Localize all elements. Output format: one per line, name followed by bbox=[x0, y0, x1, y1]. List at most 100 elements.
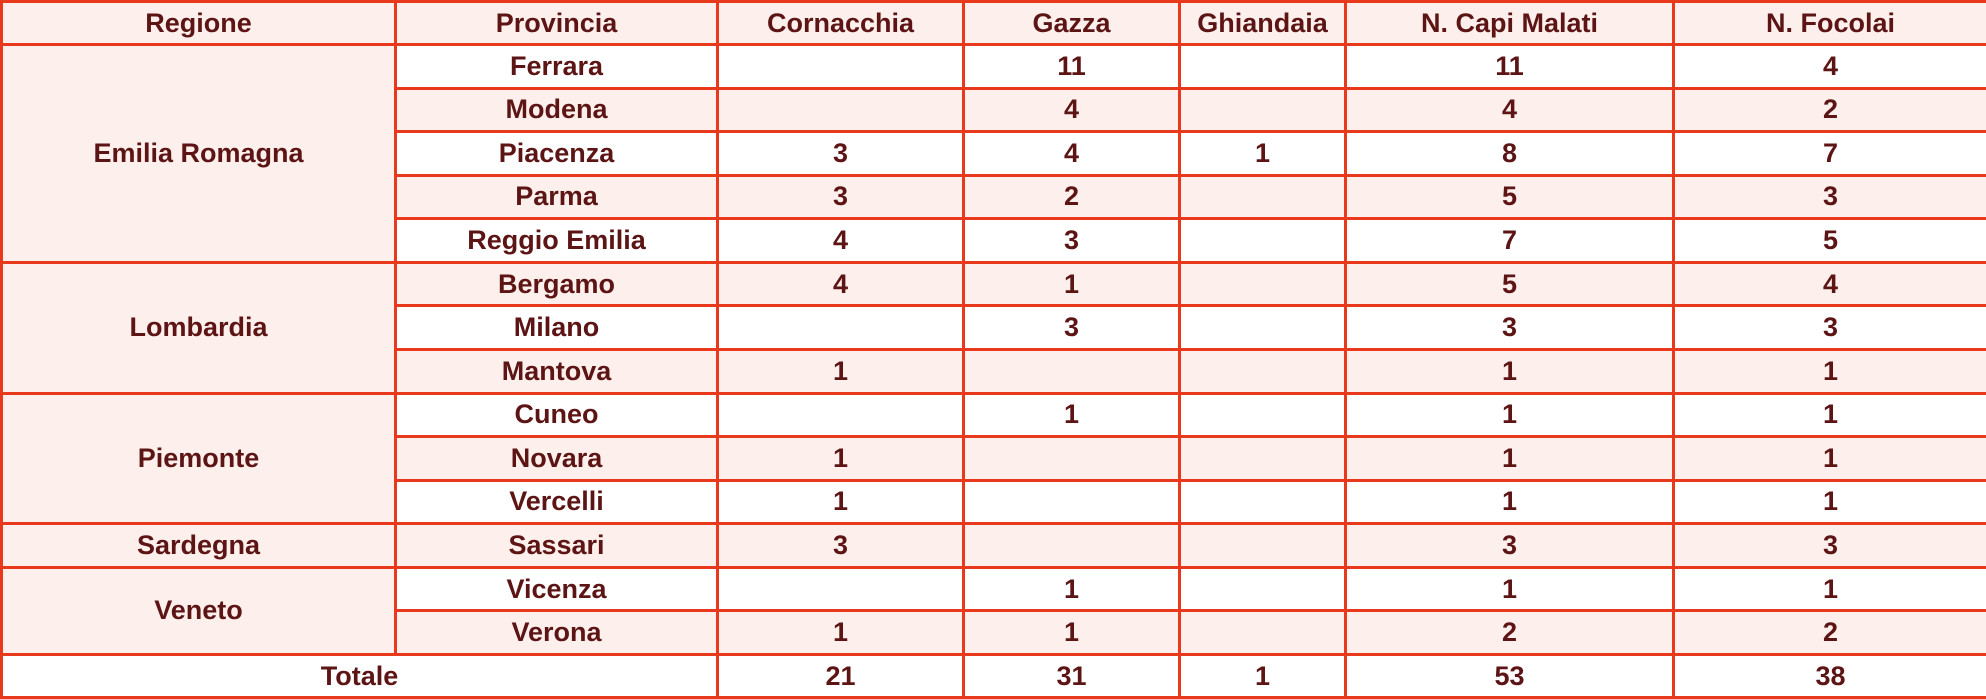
cell-focolai: 1 bbox=[1672, 565, 1986, 613]
header-provincia: Provincia bbox=[394, 0, 719, 46]
cell-gazza: 4 bbox=[962, 86, 1181, 134]
cell-ghiandaia bbox=[1178, 391, 1347, 439]
cell-provincia: Reggio Emilia bbox=[394, 217, 719, 264]
cell-provincia: Piacenza bbox=[394, 130, 719, 177]
cell-gazza: 1 bbox=[962, 565, 1181, 613]
cell-gazza: 1 bbox=[962, 260, 1181, 308]
cell-capi-malati: 2 bbox=[1344, 609, 1675, 656]
cell-cornacchia bbox=[716, 304, 965, 351]
cell-ghiandaia: 1 bbox=[1178, 130, 1347, 177]
header-regione: Regione bbox=[0, 0, 397, 46]
total-ghiandaia: 1 bbox=[1178, 653, 1347, 699]
table-row: Verona 1 1 2 2 bbox=[2, 609, 1986, 656]
cell-provincia: Bergamo bbox=[394, 260, 719, 308]
cell-cornacchia: 3 bbox=[716, 522, 965, 569]
cell-ghiandaia bbox=[1178, 86, 1347, 134]
cell-regione: Sardegna bbox=[0, 522, 397, 569]
cell-gazza bbox=[962, 522, 1181, 569]
cell-regione: Lombardia bbox=[0, 260, 397, 395]
cell-ghiandaia bbox=[1178, 478, 1347, 526]
cell-focolai: 1 bbox=[1672, 478, 1986, 526]
cell-ghiandaia bbox=[1178, 43, 1347, 90]
total-gazza: 31 bbox=[962, 653, 1181, 699]
table-row: Emilia Romagna Ferrara 11 11 4 bbox=[0, 43, 1986, 264]
header-cornacchia: Cornacchia bbox=[716, 0, 965, 46]
cell-cornacchia: 3 bbox=[716, 173, 965, 221]
table-body: Emilia Romagna Ferrara 11 11 4 Modena 4 4 2 Piace… bbox=[0, 43, 1986, 657]
cell-regione: Emilia Romagna bbox=[0, 43, 397, 264]
cell-provincia: Ferrara bbox=[394, 43, 719, 90]
cell-ghiandaia bbox=[1178, 217, 1347, 264]
table-row: Novara 1 1 1 bbox=[2, 435, 1986, 482]
cell-cornacchia: 1 bbox=[716, 609, 965, 656]
cell-focolai: 5 bbox=[1672, 217, 1986, 264]
table-row: Veneto Vicenza 1 1 1 bbox=[0, 565, 1986, 657]
cell-gazza: 2 bbox=[962, 173, 1181, 221]
cell-cornacchia: 1 bbox=[716, 478, 965, 526]
cell-cornacchia: 3 bbox=[716, 130, 965, 177]
cell-gazza: 1 bbox=[962, 609, 1181, 656]
total-focolai: 38 bbox=[1672, 653, 1986, 699]
header-capi-malati: N. Capi Malati bbox=[1344, 0, 1675, 46]
cell-cornacchia: 4 bbox=[716, 217, 965, 264]
cell-focolai: 7 bbox=[1672, 130, 1986, 177]
header-ghiandaia: Ghiandaia bbox=[1178, 0, 1347, 46]
cell-ghiandaia bbox=[1178, 565, 1347, 613]
cell-gazza: 3 bbox=[962, 304, 1181, 351]
cell-gazza: 1 bbox=[962, 391, 1181, 439]
cell-gazza: 11 bbox=[962, 43, 1181, 90]
table-row: Parma 3 2 5 3 bbox=[2, 173, 1986, 221]
cell-regione: Veneto bbox=[0, 565, 397, 657]
cell-provincia: Milano bbox=[394, 304, 719, 351]
cell-ghiandaia bbox=[1178, 304, 1347, 351]
cell-focolai: 3 bbox=[1672, 173, 1986, 221]
table-row: Modena 4 4 2 bbox=[2, 86, 1986, 134]
cell-cornacchia: 1 bbox=[716, 435, 965, 482]
cell-provincia: Sassari bbox=[394, 522, 719, 569]
cell-provincia: Verona bbox=[394, 609, 719, 656]
cell-capi-malati: 4 bbox=[1344, 86, 1675, 134]
cell-ghiandaia bbox=[1178, 522, 1347, 569]
table-row: Vercelli 1 1 1 bbox=[2, 478, 1986, 526]
cell-provincia: Vicenza bbox=[394, 565, 719, 613]
cell-capi-malati: 8 bbox=[1344, 130, 1675, 177]
table-row: Piacenza 3 4 1 8 7 bbox=[2, 130, 1986, 177]
cell-cornacchia bbox=[716, 391, 965, 439]
cell-capi-malati: 1 bbox=[1344, 565, 1675, 613]
cell-focolai: 2 bbox=[1672, 609, 1986, 656]
cell-gazza: 4 bbox=[962, 130, 1181, 177]
cell-capi-malati: 1 bbox=[1344, 478, 1675, 526]
cell-provincia: Parma bbox=[394, 173, 719, 221]
header-row: Regione Provincia Cornacchia Gazza Ghian… bbox=[0, 0, 1986, 46]
cell-focolai: 1 bbox=[1672, 435, 1986, 482]
cell-capi-malati: 3 bbox=[1344, 304, 1675, 351]
cell-ghiandaia bbox=[1178, 260, 1347, 308]
cell-provincia: Modena bbox=[394, 86, 719, 134]
cell-gazza: 3 bbox=[962, 217, 1181, 264]
cell-provincia: Mantova bbox=[394, 347, 719, 395]
cell-provincia: Novara bbox=[394, 435, 719, 482]
total-label: Totale bbox=[0, 653, 719, 699]
cell-cornacchia: 1 bbox=[716, 347, 965, 395]
cell-ghiandaia bbox=[1178, 609, 1347, 656]
cell-gazza bbox=[962, 435, 1181, 482]
cell-focolai: 2 bbox=[1672, 86, 1986, 134]
cell-provincia: Cuneo bbox=[394, 391, 719, 439]
cell-cornacchia: 4 bbox=[716, 260, 965, 308]
cell-capi-malati: 11 bbox=[1344, 43, 1675, 90]
cell-focolai: 3 bbox=[1672, 304, 1986, 351]
table-row: Sardegna Sassari 3 3 3 bbox=[0, 522, 1986, 569]
cell-focolai: 1 bbox=[1672, 347, 1986, 395]
cell-cornacchia bbox=[716, 43, 965, 90]
table-footer: Totale 21 31 1 53 38 bbox=[0, 653, 1986, 699]
cell-provincia: Vercelli bbox=[394, 478, 719, 526]
cell-cornacchia bbox=[716, 86, 965, 134]
cell-gazza bbox=[962, 347, 1181, 395]
cell-focolai: 1 bbox=[1672, 391, 1986, 439]
table-row: Milano 3 3 3 bbox=[2, 304, 1986, 351]
cell-capi-malati: 1 bbox=[1344, 391, 1675, 439]
header-focolai: N. Focolai bbox=[1672, 0, 1986, 46]
header-gazza: Gazza bbox=[962, 0, 1181, 46]
table-row: Mantova 1 1 1 bbox=[2, 347, 1986, 395]
